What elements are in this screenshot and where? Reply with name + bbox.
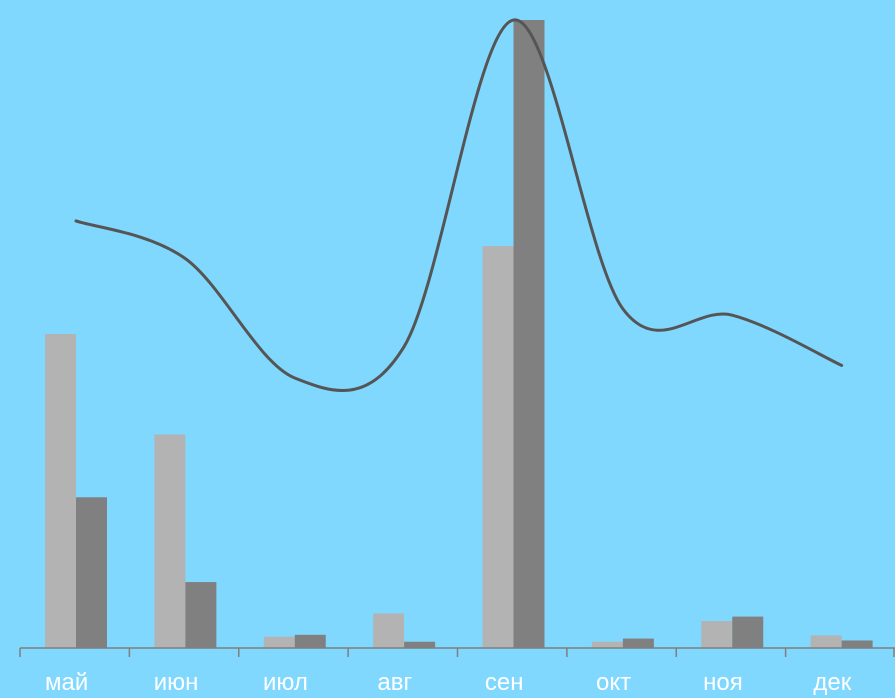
bar-series1-июл	[263, 636, 295, 648]
line-series1	[74, 18, 844, 392]
bar-series2-окт	[622, 638, 654, 648]
line-group	[74, 18, 844, 392]
bar-series1-июн	[154, 434, 186, 648]
bars-group	[45, 20, 873, 648]
bar-series1-ноя	[701, 620, 733, 648]
bar-series2-сен	[513, 20, 545, 648]
x-tick-label-5: сен	[485, 669, 524, 696]
bar-series1-авг	[373, 613, 405, 648]
bar-series1-май	[45, 334, 76, 648]
bar-series1-дек	[810, 635, 842, 648]
bar-series2-дек	[841, 640, 873, 648]
x-tick-label-6: окт	[596, 669, 631, 696]
bar-series2-ноя	[732, 616, 764, 648]
bar-series1-окт	[591, 641, 623, 648]
bar-series2-июн	[185, 582, 217, 648]
bar-series2-авг	[404, 641, 436, 648]
x-tick-labels: май июн июл авг сен окт ноя дек	[45, 669, 852, 696]
bar-series1-сен	[482, 246, 514, 648]
x-tick-label-2: июн	[154, 669, 199, 696]
x-axis	[19, 647, 895, 657]
x-tick-label-8: дек	[813, 669, 851, 696]
x-tick-label-1: май	[45, 669, 88, 696]
bar-series2-май	[76, 497, 107, 648]
x-tick-label-7: ноя	[703, 669, 743, 696]
x-tick-label-4: авг	[377, 669, 412, 696]
bar-series2-июл	[294, 634, 326, 648]
x-tick-label-3: июл	[263, 669, 308, 696]
